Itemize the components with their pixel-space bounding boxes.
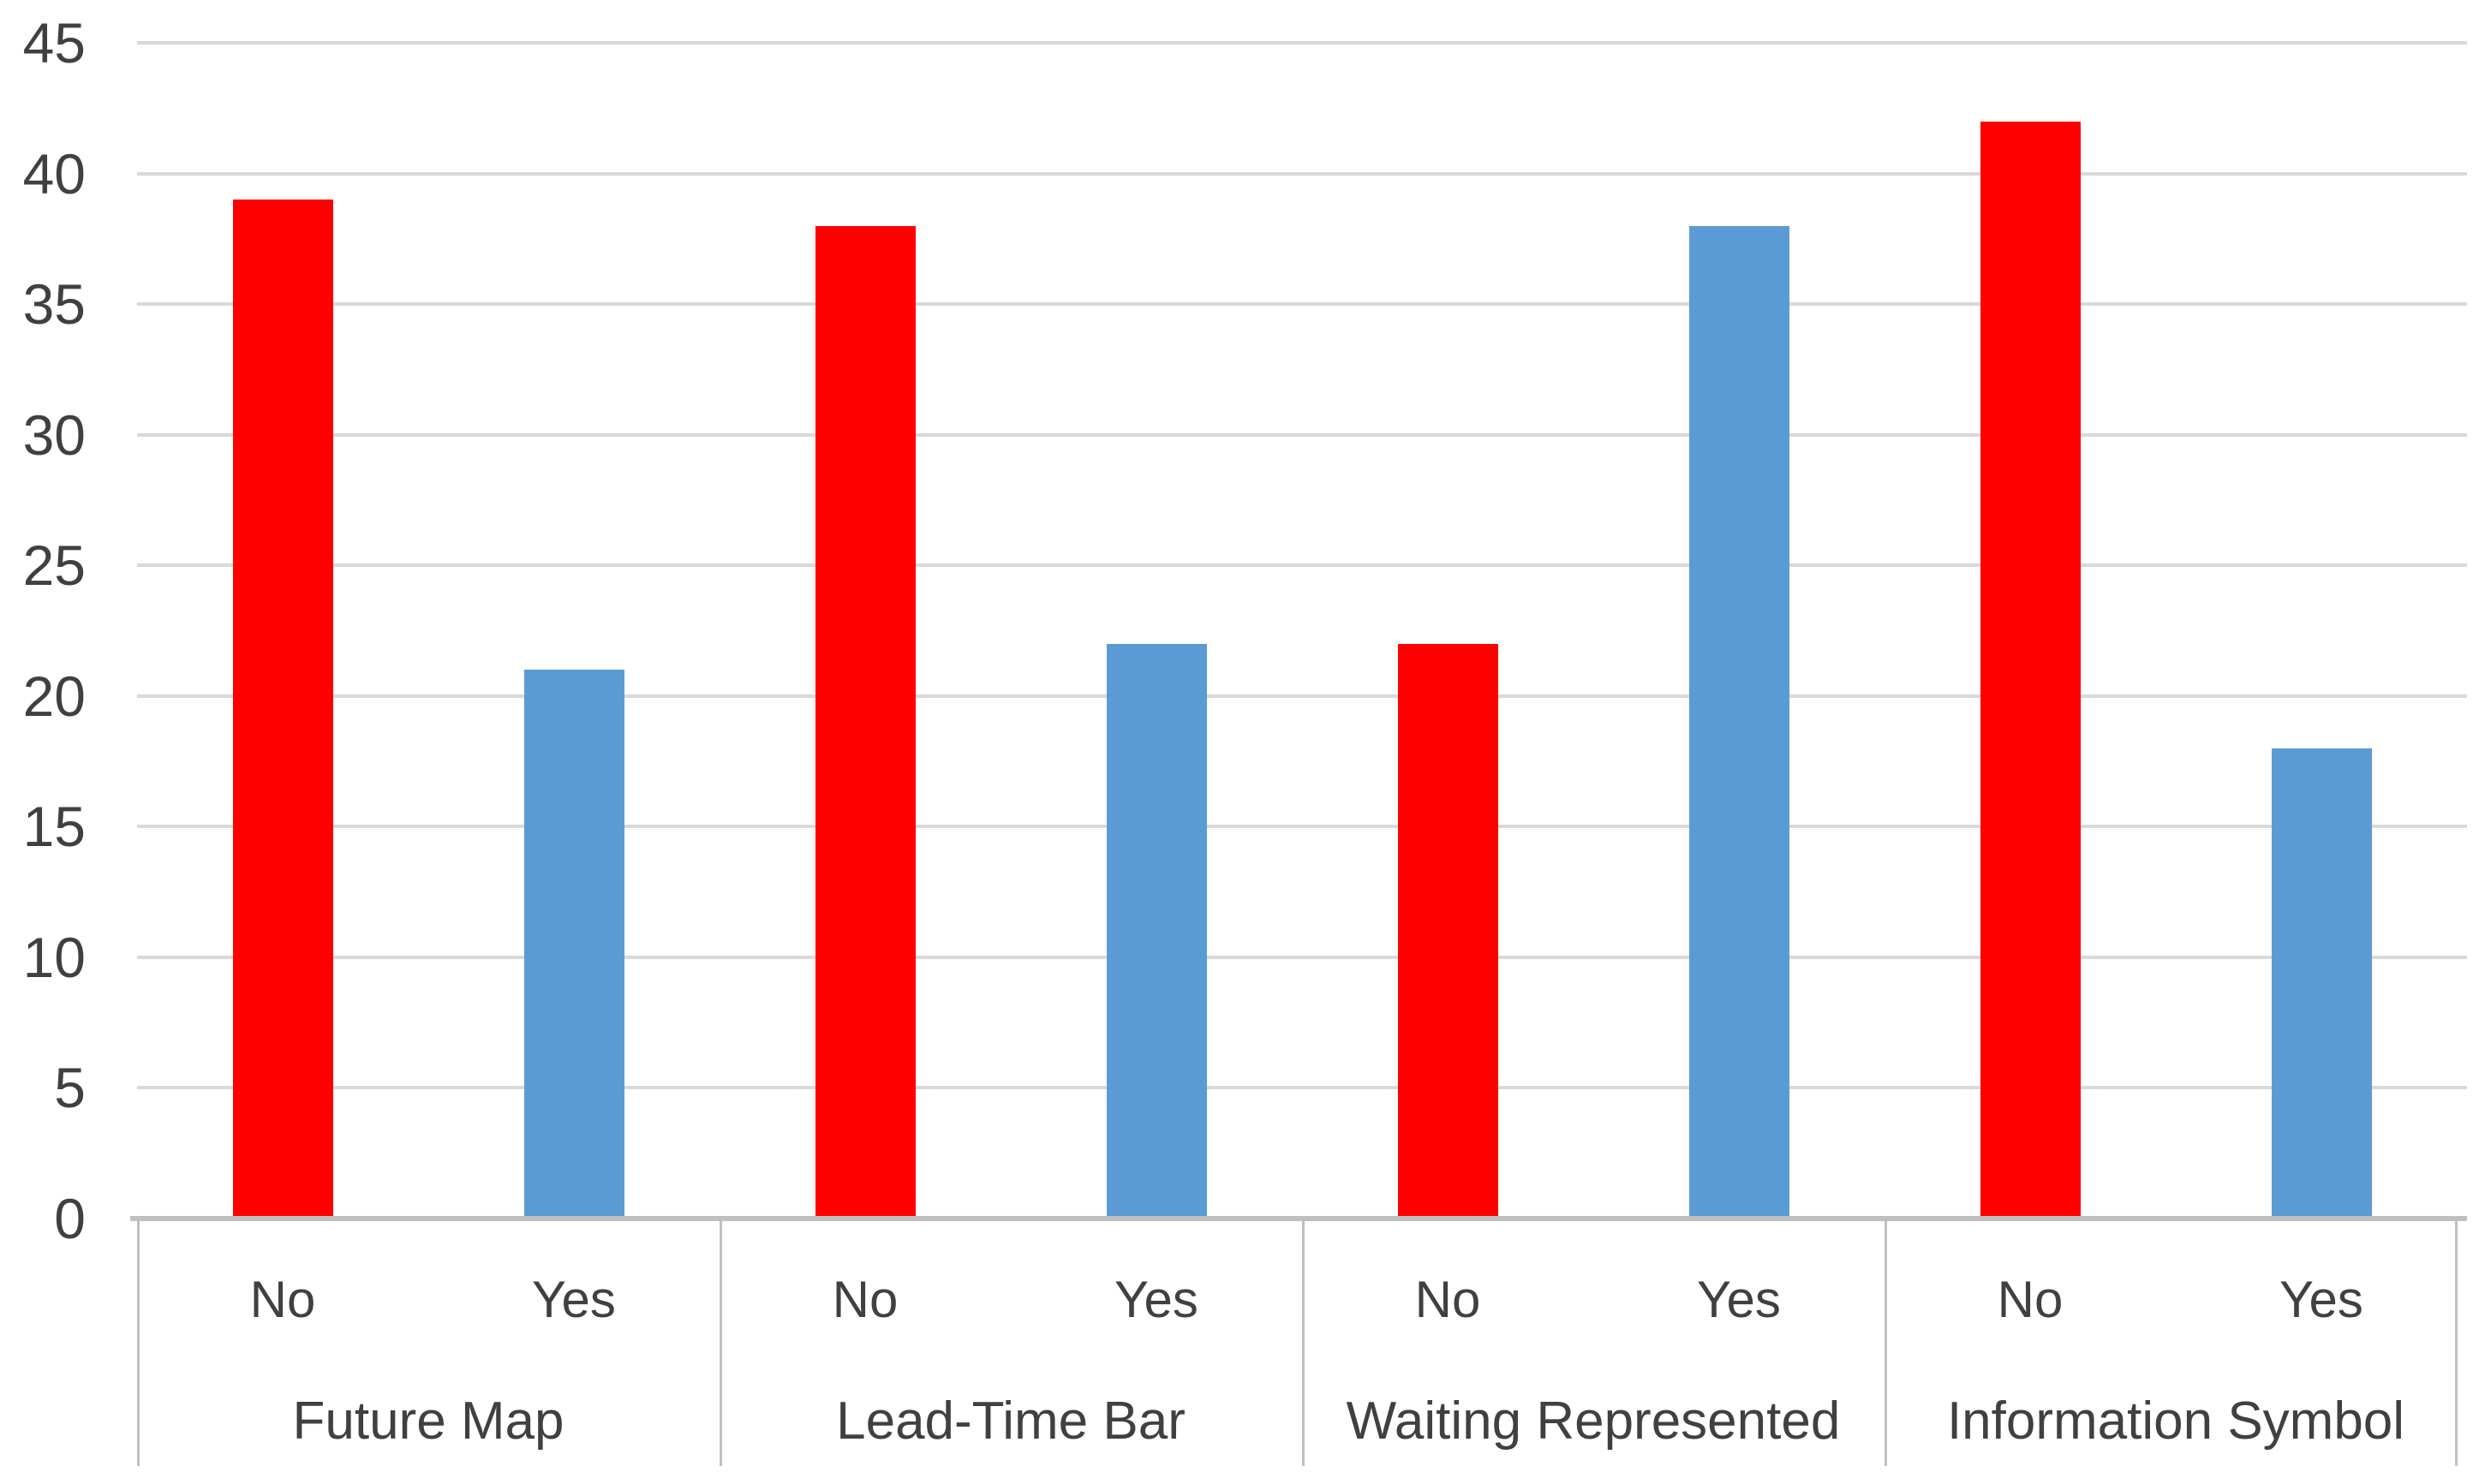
x-category-label-no-3: No (1997, 1271, 2064, 1328)
x-category-label-yes-2: Yes (1697, 1271, 1781, 1328)
y-tick-label-45: 45 (22, 11, 86, 74)
gridline-35 (137, 302, 2467, 307)
group-divider-4 (2455, 1219, 2458, 1466)
gridline-25 (137, 563, 2467, 568)
y-tick-label-30: 30 (22, 402, 86, 467)
group-divider-3 (1885, 1219, 1887, 1466)
x-group-label-3: Information Symbol (1946, 1392, 2405, 1451)
gridline-5 (137, 1086, 2467, 1090)
x-category-label-no-2: No (1414, 1271, 1481, 1328)
gridline-40 (137, 171, 2467, 176)
x-category-label-no-1: No (832, 1271, 899, 1328)
y-tick-label-0: 0 (54, 1187, 86, 1250)
gridline-45 (137, 41, 2467, 45)
y-tick-label-20: 20 (22, 664, 86, 728)
y-tick-label-10: 10 (22, 925, 86, 989)
bar-no-0 (232, 200, 333, 1219)
x-group-label-2: Waiting Represented (1346, 1392, 1841, 1451)
gridline-30 (137, 432, 2467, 437)
y-tick-label-15: 15 (22, 795, 86, 859)
bar-yes-3 (2271, 748, 2372, 1219)
x-category-label-yes-1: Yes (1114, 1271, 1198, 1328)
group-divider-0 (137, 1219, 140, 1466)
y-tick-label-40: 40 (22, 141, 86, 206)
group-divider-1 (720, 1219, 722, 1466)
x-category-label-no-0: No (249, 1271, 316, 1328)
bar-yes-1 (1106, 643, 1207, 1219)
bar-yes-2 (1688, 225, 1789, 1219)
bar-no-1 (815, 225, 916, 1219)
gridline-15 (137, 825, 2467, 829)
x-category-label-yes-3: Yes (2279, 1271, 2363, 1328)
gridline-10 (137, 955, 2467, 959)
gridline-20 (137, 694, 2467, 698)
x-category-label-yes-0: Yes (532, 1271, 616, 1328)
x-group-label-1: Lead-Time Bar (836, 1392, 1186, 1451)
x-group-label-0: Future Map (292, 1392, 564, 1451)
bar-no-2 (1397, 643, 1498, 1219)
y-tick-label-5: 5 (54, 1056, 86, 1120)
x-axis-line (130, 1216, 2467, 1221)
bar-no-3 (1980, 121, 2081, 1219)
y-tick-label-35: 35 (22, 272, 86, 337)
bar-yes-0 (523, 670, 624, 1219)
y-tick-label-25: 25 (22, 533, 86, 598)
group-divider-2 (1302, 1219, 1305, 1466)
